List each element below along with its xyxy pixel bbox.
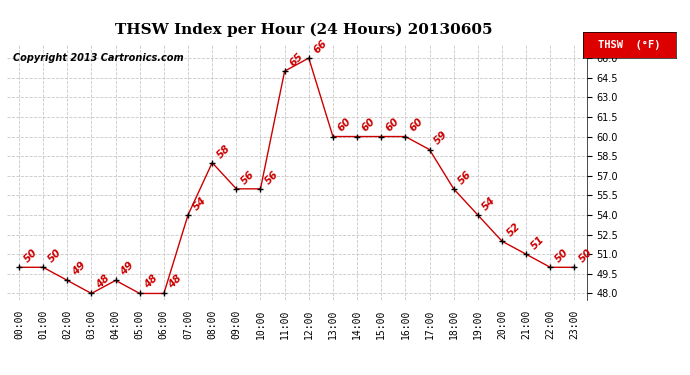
Text: 49: 49	[119, 260, 136, 278]
Text: 50: 50	[22, 247, 39, 264]
Text: 65: 65	[288, 51, 305, 68]
Text: 60: 60	[336, 116, 353, 134]
Text: 48: 48	[95, 273, 112, 291]
Text: 58: 58	[215, 142, 233, 160]
Text: 48: 48	[167, 273, 184, 291]
Text: 56: 56	[457, 169, 474, 186]
Text: 56: 56	[264, 169, 281, 186]
Text: 60: 60	[384, 116, 402, 134]
Text: 50: 50	[578, 247, 595, 264]
Text: 51: 51	[529, 234, 546, 252]
Text: 48: 48	[143, 273, 160, 291]
Text: THSW Index per Hour (24 Hours) 20130605: THSW Index per Hour (24 Hours) 20130605	[115, 22, 493, 37]
Text: 54: 54	[481, 195, 498, 212]
Text: THSW  (°F): THSW (°F)	[598, 40, 661, 50]
Text: 59: 59	[433, 129, 450, 147]
Text: 60: 60	[408, 116, 426, 134]
Text: 52: 52	[505, 221, 522, 238]
Text: 50: 50	[553, 247, 571, 264]
Text: 56: 56	[239, 169, 257, 186]
Text: 49: 49	[70, 260, 88, 278]
Text: Copyright 2013 Cartronics.com: Copyright 2013 Cartronics.com	[12, 53, 184, 63]
Text: 60: 60	[360, 116, 377, 134]
Text: 50: 50	[46, 247, 63, 264]
Text: 54: 54	[191, 195, 208, 212]
Text: 66: 66	[312, 38, 329, 55]
